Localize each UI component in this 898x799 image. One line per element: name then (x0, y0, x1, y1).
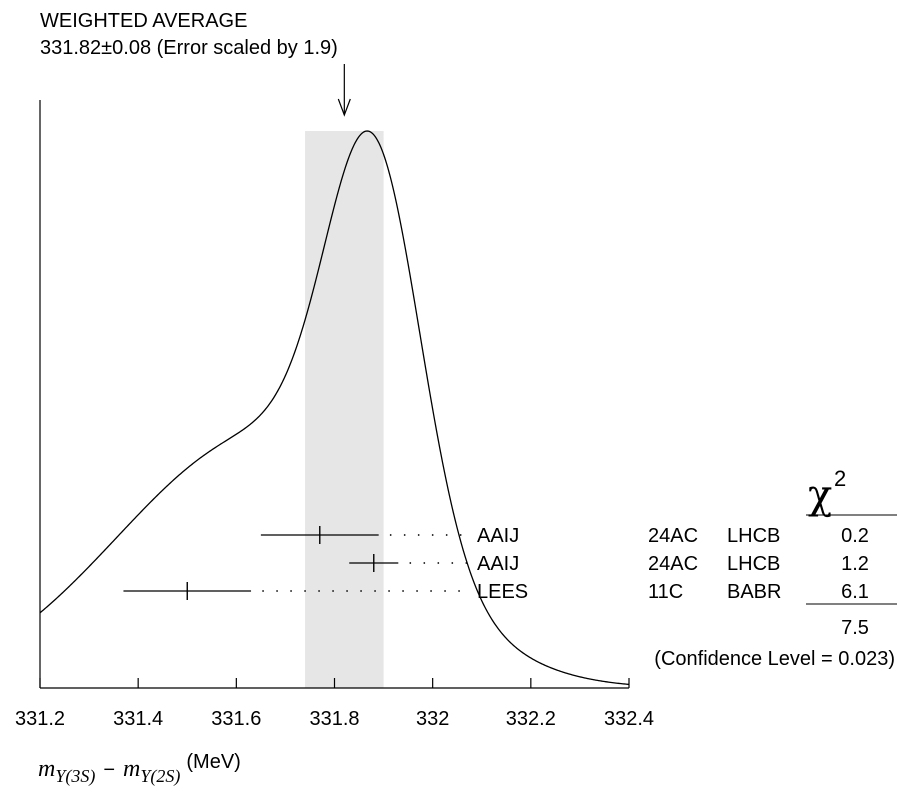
leader-dot (388, 590, 390, 592)
measurement-label: LEES (477, 581, 528, 603)
x-tick-label: 332 (416, 708, 449, 730)
leader-dot (445, 534, 448, 536)
x-label-sub2: Υ(2S) (140, 766, 180, 787)
leader-dot (403, 534, 406, 536)
leader-dot (444, 590, 446, 592)
leader-dot (437, 562, 440, 564)
chart-subtitle: 331.82±0.08 (Error scaled by 1.9) (40, 37, 338, 59)
leader-dot (360, 590, 362, 592)
x-axis-label: mΥ(3S) − mΥ(2S)(MeV) (38, 751, 241, 787)
measurement-chi2: 1.2 (841, 553, 869, 575)
x-tick-label: 331.4 (113, 708, 163, 730)
leader-dot (389, 534, 392, 536)
leader-dot (290, 590, 292, 592)
confidence-level: (Confidence Level = 0.023) (654, 648, 895, 670)
leader-dot (465, 562, 468, 564)
x-label-sub1: Υ(3S) (55, 766, 95, 787)
leader-dot (402, 590, 404, 592)
ideogram-curve (39, 130, 630, 686)
leader-dot (318, 590, 320, 592)
measurement-label: AAIJ (477, 553, 519, 575)
leader-dot (374, 590, 376, 592)
measurement-chi2: 0.2 (841, 525, 869, 547)
measurement-chi2: 6.1 (841, 581, 869, 603)
leader-dot (332, 590, 334, 592)
leader-dot (451, 562, 454, 564)
measurement-experiment: BABR (727, 581, 781, 603)
leader-dot (430, 590, 432, 592)
chi2-total: 7.5 (841, 617, 869, 639)
leader-dot (276, 590, 278, 592)
x-label-minus: − (103, 759, 115, 781)
measurement-label: AAIJ (477, 525, 519, 547)
average-band (305, 131, 384, 688)
average-arrow-head (337, 98, 351, 117)
leader-dot (458, 590, 460, 592)
x-tick-label: 332.2 (506, 708, 556, 730)
measurement-ref: 24AC (648, 525, 698, 547)
measurement-ref: 24AC (648, 553, 698, 575)
x-label-m2: m (123, 756, 140, 782)
leader-dot (262, 590, 264, 592)
x-tick-label: 331.6 (211, 708, 261, 730)
x-tick-label: 332.4 (604, 708, 654, 730)
leader-dot (417, 534, 420, 536)
leader-dot (416, 590, 418, 592)
x-tick-label: 331.8 (309, 708, 359, 730)
measurement-ref: 11C (648, 581, 683, 603)
leader-dot (459, 534, 462, 536)
leader-dot (423, 562, 426, 564)
leader-dot (409, 562, 412, 564)
leader-dot (431, 534, 434, 536)
leader-dot (304, 590, 306, 592)
x-label-m1: m (38, 756, 55, 782)
measurement-experiment: LHCB (727, 525, 780, 547)
x-tick-label: 331.2 (15, 708, 65, 730)
chi2-symbol: χ (808, 472, 832, 518)
chi2-power: 2 (834, 466, 846, 491)
chart-title: WEIGHTED AVERAGE (40, 10, 247, 32)
x-label-unit: (MeV) (186, 751, 240, 773)
leader-dot (346, 590, 348, 592)
measurement-experiment: LHCB (727, 553, 780, 575)
